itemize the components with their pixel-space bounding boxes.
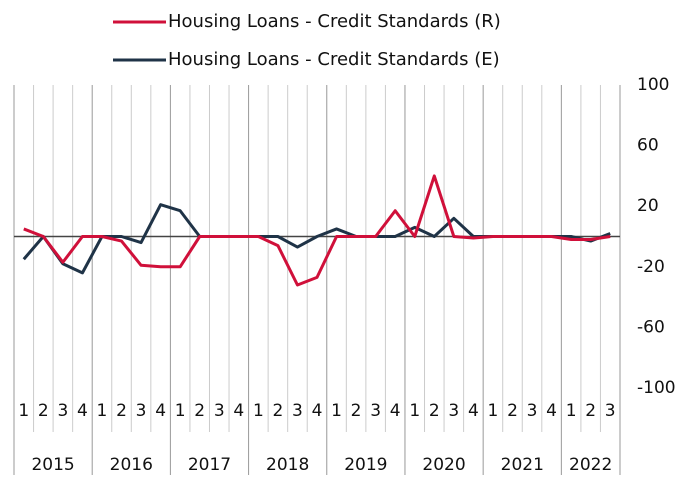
x-group-label: 2018 (266, 455, 309, 475)
y-tick-label: 100 (637, 75, 669, 95)
x-tick-label: 2 (38, 401, 49, 421)
y-tick-label: 60 (637, 136, 659, 156)
x-tick-label: 4 (77, 401, 88, 421)
x-tick-label: 4 (546, 401, 557, 421)
x-tick-label: 4 (155, 401, 166, 421)
x-tick-label: 3 (57, 401, 68, 421)
x-tick-label: 3 (292, 401, 303, 421)
series-line (23, 174, 611, 287)
x-tick-label: 3 (370, 401, 381, 421)
x-tick-label: 4 (312, 401, 323, 421)
x-tick-label: 4 (468, 401, 479, 421)
x-tick-label: 2 (507, 401, 518, 421)
x-tick-label: 3 (448, 401, 459, 421)
x-group-label: 2022 (569, 455, 612, 475)
x-tick-label: 1 (253, 401, 264, 421)
y-tick-label: -60 (637, 317, 665, 337)
x-group-label: 2015 (31, 455, 74, 475)
x-tick-label: 3 (136, 401, 147, 421)
x-tick-label: 1 (18, 401, 29, 421)
x-tick-label: 1 (175, 401, 186, 421)
x-tick-label: 4 (233, 401, 244, 421)
x-group-label: 2017 (188, 455, 231, 475)
x-tick-label: 1 (566, 401, 577, 421)
legend-label: Housing Loans - Credit Standards (R) (168, 11, 501, 32)
x-tick-label: 3 (605, 401, 616, 421)
x-tick-label: 2 (351, 401, 362, 421)
x-group-label: 2019 (344, 455, 387, 475)
x-group-label: 2016 (110, 455, 153, 475)
x-tick-label: 3 (214, 401, 225, 421)
x-tick-label: 2 (272, 401, 283, 421)
x-tick-label: 2 (194, 401, 205, 421)
x-tick-label: 4 (390, 401, 401, 421)
x-tick-label: 1 (409, 401, 420, 421)
y-tick-label: -20 (637, 257, 665, 277)
x-tick-label: 1 (97, 401, 108, 421)
y-tick-label: 20 (637, 196, 659, 216)
x-tick-label: 1 (488, 401, 499, 421)
legend-label: Housing Loans - Credit Standards (E) (168, 49, 500, 70)
x-tick-label: 2 (429, 401, 440, 421)
x-tick-label: 1 (331, 401, 342, 421)
x-group-label: 2021 (501, 455, 544, 475)
y-tick-label: -100 (637, 378, 676, 398)
x-tick-label: 2 (116, 401, 127, 421)
x-tick-label: 3 (527, 401, 538, 421)
x-tick-label: 2 (585, 401, 596, 421)
x-group-label: 2020 (422, 455, 465, 475)
